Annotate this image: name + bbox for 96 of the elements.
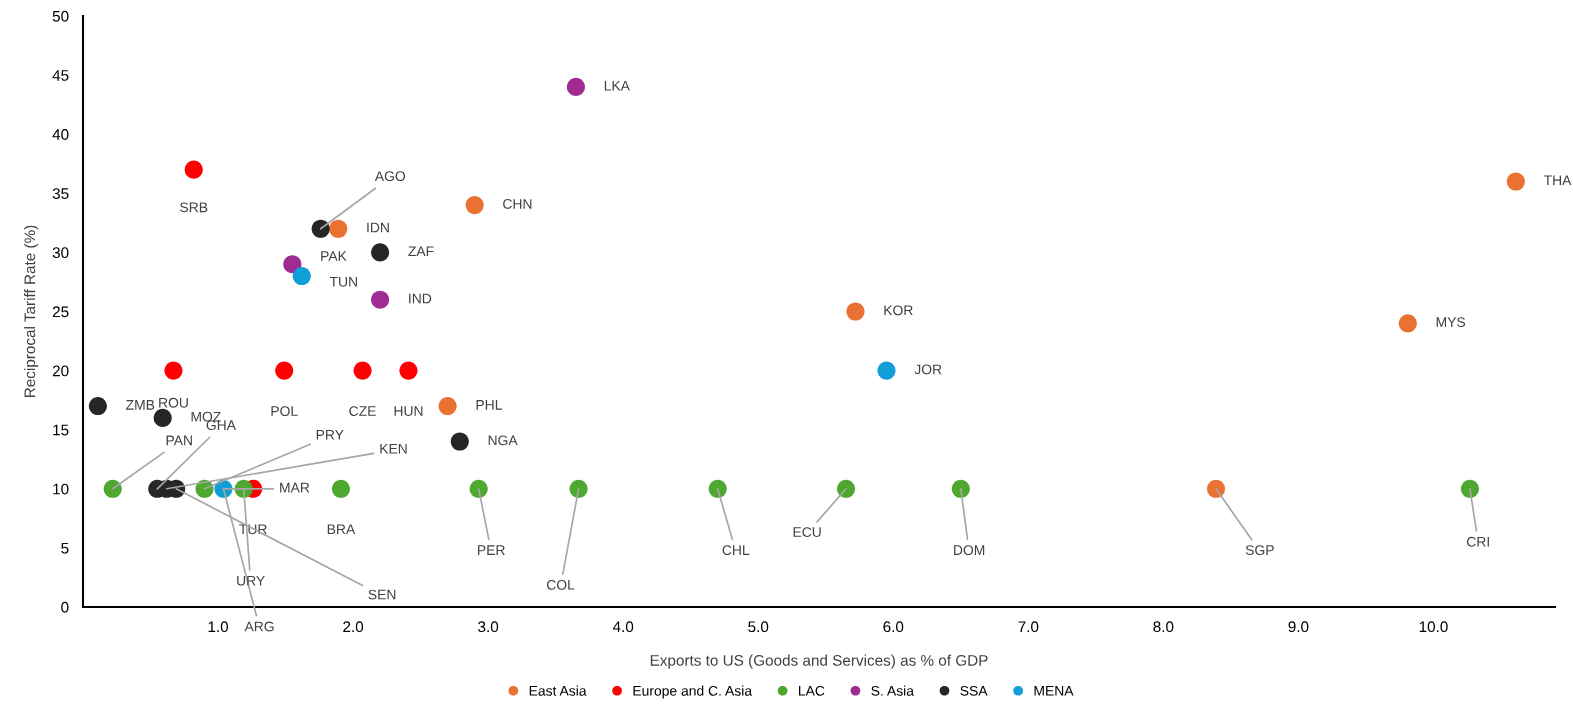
annotation: CRI (1467, 536, 1489, 547)
annotation: POL (271, 406, 298, 416)
point (450, 432, 469, 451)
x-tick-label: 4.0 (612, 621, 634, 633)
y-tick-label: 15 (53, 424, 69, 436)
annotation: BRA (327, 524, 356, 535)
x-tick-label: 8.0 (1153, 621, 1174, 633)
annotation: SEN (368, 589, 396, 600)
x-tick-label: 9.0 (1288, 621, 1309, 633)
x-tick-label: 7.0 (1018, 621, 1039, 633)
annotation: GHA (206, 420, 236, 431)
y-tick-label: 50 (52, 10, 69, 22)
point (836, 479, 856, 498)
annotation: KOR (884, 305, 913, 316)
y-tick-label: 0 (61, 601, 69, 613)
point (569, 479, 588, 498)
annotation: PAN (166, 435, 192, 446)
y-tick-label: 35 (52, 188, 69, 199)
point (1206, 479, 1226, 498)
point (469, 479, 488, 498)
point (275, 361, 294, 380)
legend-label: Europe and C. Asia (633, 685, 753, 699)
legend-label: MENA (1034, 686, 1074, 696)
point (566, 77, 585, 96)
annotation: ECU (793, 527, 821, 537)
point (292, 266, 311, 286)
point (103, 479, 122, 498)
annotation: AGO (374, 171, 406, 182)
annotation: LKA (604, 80, 630, 91)
y-tick-label: 20 (52, 365, 69, 377)
y-tick-label: 5 (61, 542, 69, 554)
x-tick-label: 2.0 (343, 621, 364, 633)
point (1460, 479, 1479, 498)
legend-label: LAC (799, 685, 825, 696)
annotation: IDN (367, 222, 389, 233)
annotation: ROU (159, 397, 188, 408)
annotation: CHL (722, 545, 750, 556)
point (465, 196, 484, 215)
annotation: NGA (488, 435, 518, 446)
x-tick-label: 6.0 (883, 621, 904, 633)
annotation: SGP (1245, 545, 1274, 556)
annotation: MOZ (191, 411, 221, 422)
annotation: PHL (476, 400, 502, 410)
point (184, 160, 203, 179)
annotation: URY (237, 575, 265, 586)
annotation: MAR (280, 482, 310, 493)
y-tick-label: 45 (52, 70, 69, 81)
annotation: HUN (394, 406, 423, 416)
annotation: KEN (380, 443, 407, 454)
annotation: ZAF (408, 246, 434, 256)
legend-label: SSA (960, 685, 988, 696)
point (399, 361, 418, 380)
point (438, 397, 457, 416)
annotation: TUN (329, 277, 357, 287)
y-axis-title: Reciprocal Tariff Rate (%) (23, 225, 39, 397)
annotation: PAK (321, 251, 347, 261)
legend-label: S. Asia (871, 685, 914, 696)
point (329, 219, 348, 238)
point (164, 361, 183, 380)
x-axis-title: Exports to US (Goods and Services) as % of GDP (650, 654, 988, 669)
annotation: CHN (503, 199, 532, 209)
point (371, 290, 390, 309)
point (371, 243, 390, 262)
point (331, 479, 350, 498)
annotation: DOM (954, 545, 985, 556)
y-tick-label: 40 (52, 129, 69, 140)
annotation: JOR (914, 364, 942, 375)
point (153, 408, 172, 427)
point (846, 302, 865, 321)
y-tick-label: 10 (53, 483, 69, 495)
point (1398, 314, 1417, 333)
annotation: ZMB (126, 400, 155, 410)
annotation: CZE (349, 406, 376, 416)
point (1506, 172, 1525, 191)
point (353, 361, 372, 380)
annotation: IND (409, 293, 432, 304)
annotation: MYS (1436, 317, 1466, 328)
x-tick-label: 3.0 (478, 621, 499, 633)
annotation: COL (546, 579, 575, 590)
point (877, 361, 896, 380)
x-tick-label: 10.0 (1419, 621, 1448, 633)
point (708, 479, 727, 498)
y-tick-label: 25 (52, 306, 69, 318)
point (951, 479, 970, 498)
y-tick-label: 30 (52, 247, 69, 259)
annotation: ARG (244, 621, 274, 632)
point (311, 219, 330, 238)
annotation: PRY (316, 430, 344, 440)
x-tick-label: 5.0 (748, 621, 769, 633)
annotation: THA (1543, 175, 1572, 186)
point (88, 397, 107, 416)
annotation: SRB (180, 202, 208, 213)
annotation: PER (478, 545, 505, 555)
point (283, 255, 302, 274)
x-tick-label: 1.0 (208, 621, 229, 633)
legend-label: East Asia (529, 685, 587, 696)
